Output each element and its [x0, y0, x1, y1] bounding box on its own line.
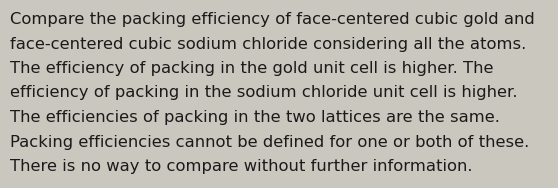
- Text: There is no way to compare without further information.: There is no way to compare without furth…: [10, 159, 473, 174]
- Text: Packing efficiencies cannot be defined for one or both of these.: Packing efficiencies cannot be defined f…: [10, 134, 529, 149]
- Text: The efficiency of packing in the gold unit cell is higher. The: The efficiency of packing in the gold un…: [10, 61, 493, 76]
- Text: face-centered cubic sodium chloride considering all the atoms.: face-centered cubic sodium chloride cons…: [10, 36, 526, 52]
- Text: The efficiencies of packing in the two lattices are the same.: The efficiencies of packing in the two l…: [10, 110, 500, 125]
- Text: Compare the packing efficiency of face-centered cubic gold and: Compare the packing efficiency of face-c…: [10, 12, 535, 27]
- Text: efficiency of packing in the sodium chloride unit cell is higher.: efficiency of packing in the sodium chlo…: [10, 86, 517, 101]
